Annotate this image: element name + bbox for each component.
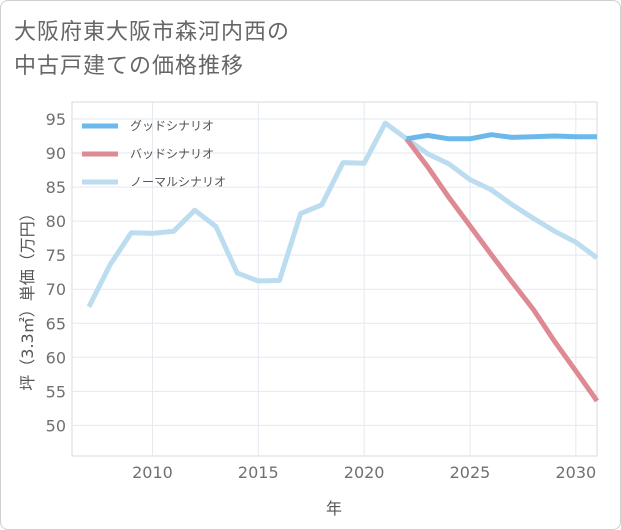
x-tick-label: 2010 (132, 463, 173, 482)
x-tick-label: 2025 (450, 463, 491, 482)
legend-label-2: ノーマルシナリオ (130, 175, 226, 189)
y-tick-label: 60 (46, 348, 66, 367)
x-tick-label: 2020 (344, 463, 385, 482)
y-tick-label: 85 (46, 178, 66, 197)
y-tick-label: 75 (46, 246, 66, 265)
legend-label-0: グッドシナリオ (130, 119, 214, 133)
series-line-0 (406, 132, 597, 142)
y-axis-label: 坪（3.3㎡）単価（万円） (18, 205, 37, 390)
y-tick-label: 90 (46, 144, 66, 163)
legend-label-1: バッドシナリオ (130, 147, 214, 161)
chart-title-line-2: 中古戸建ての価格推移 (14, 54, 245, 79)
y-tick-label: 65 (46, 314, 66, 333)
chart-title-line-1: 大阪府東大阪市森河内西の (14, 20, 291, 45)
x-tick-label: 2030 (555, 463, 596, 482)
x-axis-label: 年 (326, 499, 342, 518)
chart-title: 大阪府東大阪市森河内西の 中古戸建ての価格推移 (14, 16, 290, 84)
y-tick-label: 55 (46, 382, 66, 401)
y-tick-label: 80 (46, 212, 66, 231)
series-line-1 (404, 137, 600, 403)
series-line-2 (86, 120, 599, 309)
y-tick-label: 70 (46, 280, 66, 299)
y-tick-label: 50 (46, 416, 66, 435)
x-tick-label: 2015 (238, 463, 279, 482)
y-tick-label: 95 (46, 110, 66, 129)
